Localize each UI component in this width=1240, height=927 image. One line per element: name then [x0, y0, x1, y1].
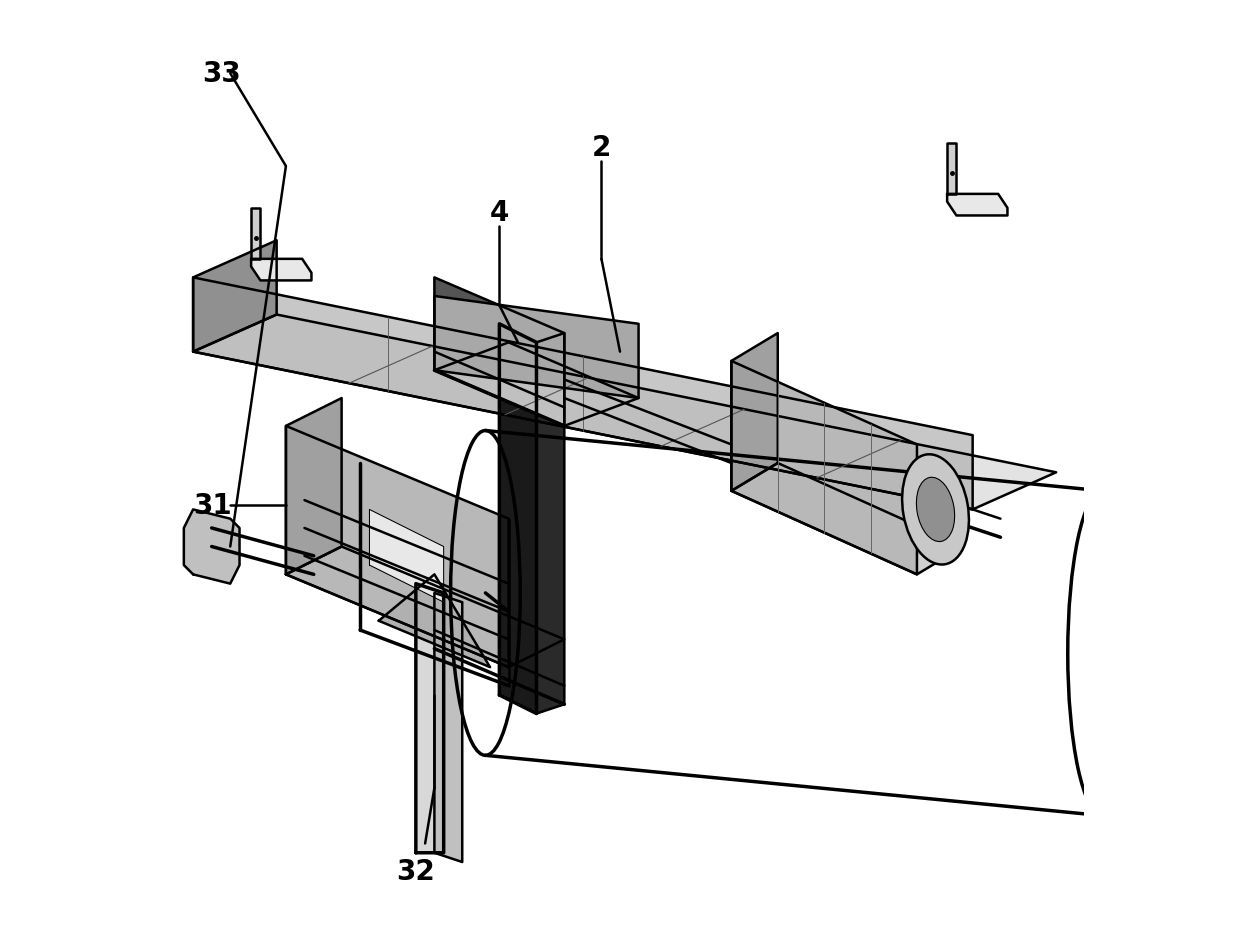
- Polygon shape: [252, 260, 311, 281]
- Text: 33: 33: [202, 60, 241, 88]
- Polygon shape: [286, 426, 508, 667]
- Ellipse shape: [916, 477, 955, 542]
- Polygon shape: [500, 324, 537, 714]
- Text: 2: 2: [591, 134, 611, 162]
- Polygon shape: [193, 241, 277, 352]
- Ellipse shape: [903, 455, 968, 565]
- Polygon shape: [286, 547, 564, 667]
- Text: 32: 32: [397, 857, 435, 885]
- Polygon shape: [947, 195, 1007, 216]
- Polygon shape: [732, 334, 777, 491]
- Polygon shape: [537, 334, 564, 714]
- Text: 31: 31: [193, 491, 232, 519]
- Polygon shape: [193, 315, 1056, 510]
- Polygon shape: [434, 297, 639, 399]
- Polygon shape: [434, 343, 639, 426]
- Polygon shape: [732, 464, 963, 575]
- Polygon shape: [370, 510, 444, 603]
- Polygon shape: [732, 362, 916, 575]
- Polygon shape: [947, 144, 956, 195]
- Polygon shape: [193, 278, 972, 510]
- Polygon shape: [286, 399, 341, 575]
- Polygon shape: [415, 584, 444, 853]
- Polygon shape: [378, 575, 490, 667]
- Polygon shape: [184, 510, 239, 584]
- Text: 4: 4: [490, 199, 510, 227]
- Polygon shape: [434, 278, 564, 426]
- Polygon shape: [252, 209, 260, 260]
- Polygon shape: [434, 593, 463, 862]
